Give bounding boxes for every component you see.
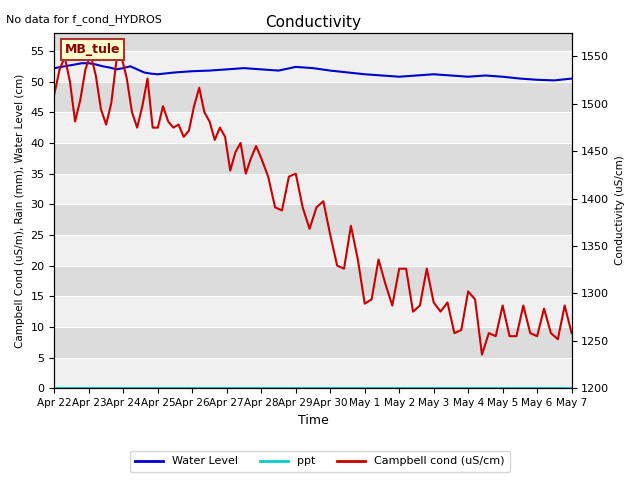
Legend: Water Level, ppt, Campbell cond (uS/cm): Water Level, ppt, Campbell cond (uS/cm) — [130, 451, 510, 472]
Text: No data for f_cond_HYDROS: No data for f_cond_HYDROS — [6, 14, 163, 25]
Bar — [54, 204, 572, 235]
Bar — [54, 296, 572, 327]
Y-axis label: Conductivity (uS/cm): Conductivity (uS/cm) — [615, 156, 625, 265]
Bar — [54, 51, 572, 82]
Bar — [54, 82, 572, 112]
Bar — [54, 33, 572, 51]
Y-axis label: Campbell Cond (uS/m), Rain (mm), Water Level (cm): Campbell Cond (uS/m), Rain (mm), Water L… — [15, 73, 25, 348]
Bar — [54, 327, 572, 358]
Bar — [54, 265, 572, 296]
Bar — [54, 112, 572, 143]
Title: Conductivity: Conductivity — [265, 15, 361, 30]
Bar — [54, 235, 572, 265]
Bar — [54, 174, 572, 204]
X-axis label: Time: Time — [298, 414, 328, 427]
Text: MB_tule: MB_tule — [65, 43, 120, 56]
Bar — [54, 143, 572, 174]
Bar — [54, 358, 572, 388]
